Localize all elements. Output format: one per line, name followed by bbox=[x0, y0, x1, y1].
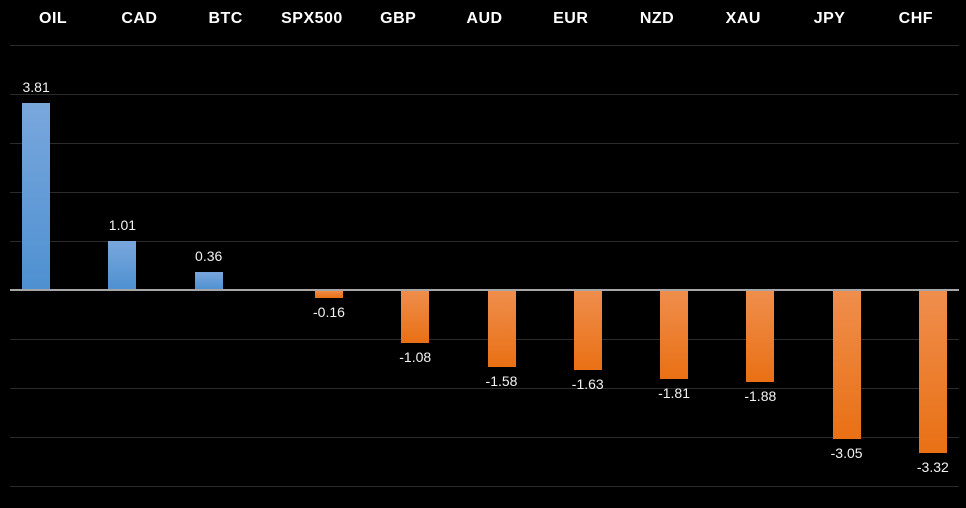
value-label-nzd: -1.81 bbox=[658, 384, 690, 401]
value-label-chf: -3.32 bbox=[916, 458, 949, 475]
category-label-aud: AUD bbox=[466, 10, 503, 27]
bar-cad bbox=[108, 240, 137, 290]
zero-axis-line bbox=[10, 289, 959, 291]
category-label-chf: CHF bbox=[898, 10, 934, 27]
bar-oil bbox=[22, 103, 51, 290]
gridline bbox=[10, 94, 959, 95]
value-label-spx500: -0.16 bbox=[312, 303, 345, 320]
category-label-xau: XAU bbox=[725, 10, 761, 27]
bar-spx500 bbox=[314, 290, 343, 298]
category-label-spx500: SPX500 bbox=[281, 10, 343, 27]
category-label-nzd: NZD bbox=[639, 10, 675, 27]
bar-gbp bbox=[401, 290, 430, 343]
value-label-eur: -1.63 bbox=[571, 375, 604, 392]
value-label-cad: 1.01 bbox=[108, 216, 137, 233]
bar-nzd bbox=[660, 290, 689, 379]
value-label-gbp: -1.08 bbox=[399, 348, 432, 365]
value-label-aud: -1.58 bbox=[485, 373, 518, 390]
gridline bbox=[10, 241, 959, 242]
category-label-jpy: JPY bbox=[813, 10, 846, 27]
category-label-cad: CAD bbox=[121, 10, 158, 27]
bar-btc bbox=[194, 272, 223, 290]
gridline bbox=[10, 437, 959, 438]
bar-xau bbox=[746, 290, 775, 383]
gridline bbox=[10, 143, 959, 144]
category-label-btc: BTC bbox=[208, 10, 243, 27]
category-label-oil: OIL bbox=[39, 10, 68, 27]
category-label-eur: EUR bbox=[553, 10, 589, 27]
bar-eur bbox=[573, 290, 602, 370]
gridline bbox=[10, 388, 959, 389]
value-label-jpy: -3.05 bbox=[830, 445, 863, 462]
gridline bbox=[10, 339, 959, 340]
bar-chf bbox=[918, 290, 947, 453]
bar-aud bbox=[487, 290, 516, 368]
value-label-xau: -1.88 bbox=[744, 388, 777, 405]
value-label-btc: 0.36 bbox=[195, 248, 223, 265]
category-label-gbp: GBP bbox=[380, 10, 417, 27]
gridline bbox=[10, 486, 959, 487]
gridline bbox=[10, 192, 959, 193]
value-label-oil: 3.81 bbox=[22, 79, 50, 96]
bar-jpy bbox=[832, 290, 861, 440]
gridline bbox=[10, 45, 959, 46]
